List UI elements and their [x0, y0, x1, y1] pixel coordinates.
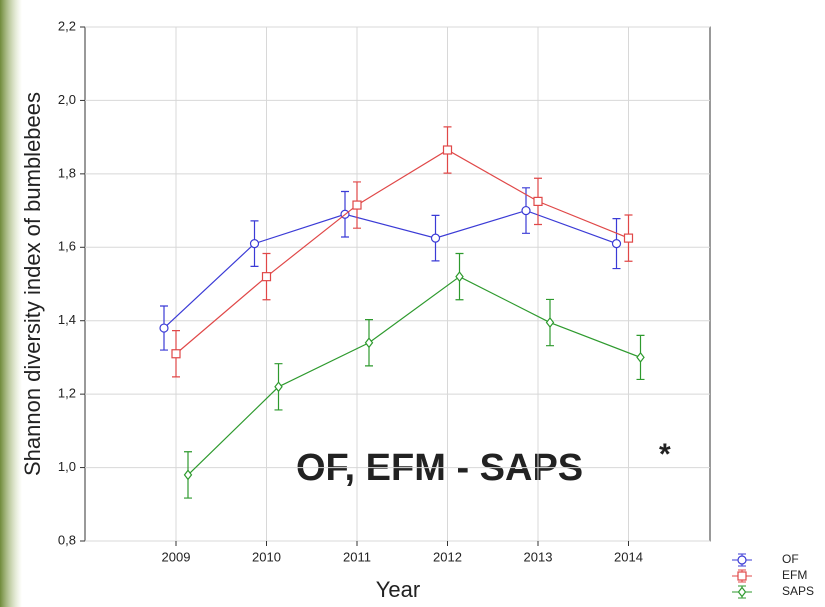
marker: [534, 197, 542, 205]
x-tick-label: 2012: [433, 549, 462, 564]
y-tick-label: 1,2: [58, 386, 76, 401]
marker: [444, 146, 452, 154]
x-tick-label: 2011: [343, 549, 371, 564]
marker: [739, 588, 746, 597]
marker: [263, 273, 271, 281]
x-tick-label: 2014: [614, 549, 643, 564]
x-axis-label: Year: [376, 577, 420, 602]
marker: [738, 556, 746, 564]
y-tick-label: 1,0: [58, 459, 76, 474]
y-tick-label: 0,8: [58, 532, 76, 547]
y-tick-label: 1,4: [58, 312, 76, 327]
marker: [613, 240, 621, 248]
annotation-mark: *: [659, 438, 671, 471]
chart: Year Shannon diversity index of bumblebe…: [0, 0, 825, 607]
marker: [353, 201, 361, 209]
y-tick-label: 2,2: [58, 18, 76, 33]
y-axis-label: Shannon diversity index of bumblebees: [20, 92, 45, 476]
marker: [738, 572, 746, 580]
background-strip: [0, 0, 22, 607]
y-tick-label: 1,8: [58, 165, 76, 180]
marker: [172, 350, 180, 358]
x-tick-label: 2013: [524, 549, 553, 564]
marker: [160, 324, 168, 332]
marker: [251, 240, 259, 248]
x-tick-label: 2010: [252, 549, 281, 564]
legend-label: EFM: [782, 568, 807, 582]
y-tick-label: 2,0: [58, 92, 76, 107]
marker: [432, 234, 440, 242]
marker: [522, 207, 530, 215]
legend-label: SAPS: [782, 584, 814, 598]
x-tick-label: 2009: [162, 549, 191, 564]
legend-label: OF: [782, 552, 799, 566]
y-tick-label: 1,6: [58, 239, 76, 254]
marker: [625, 234, 633, 242]
